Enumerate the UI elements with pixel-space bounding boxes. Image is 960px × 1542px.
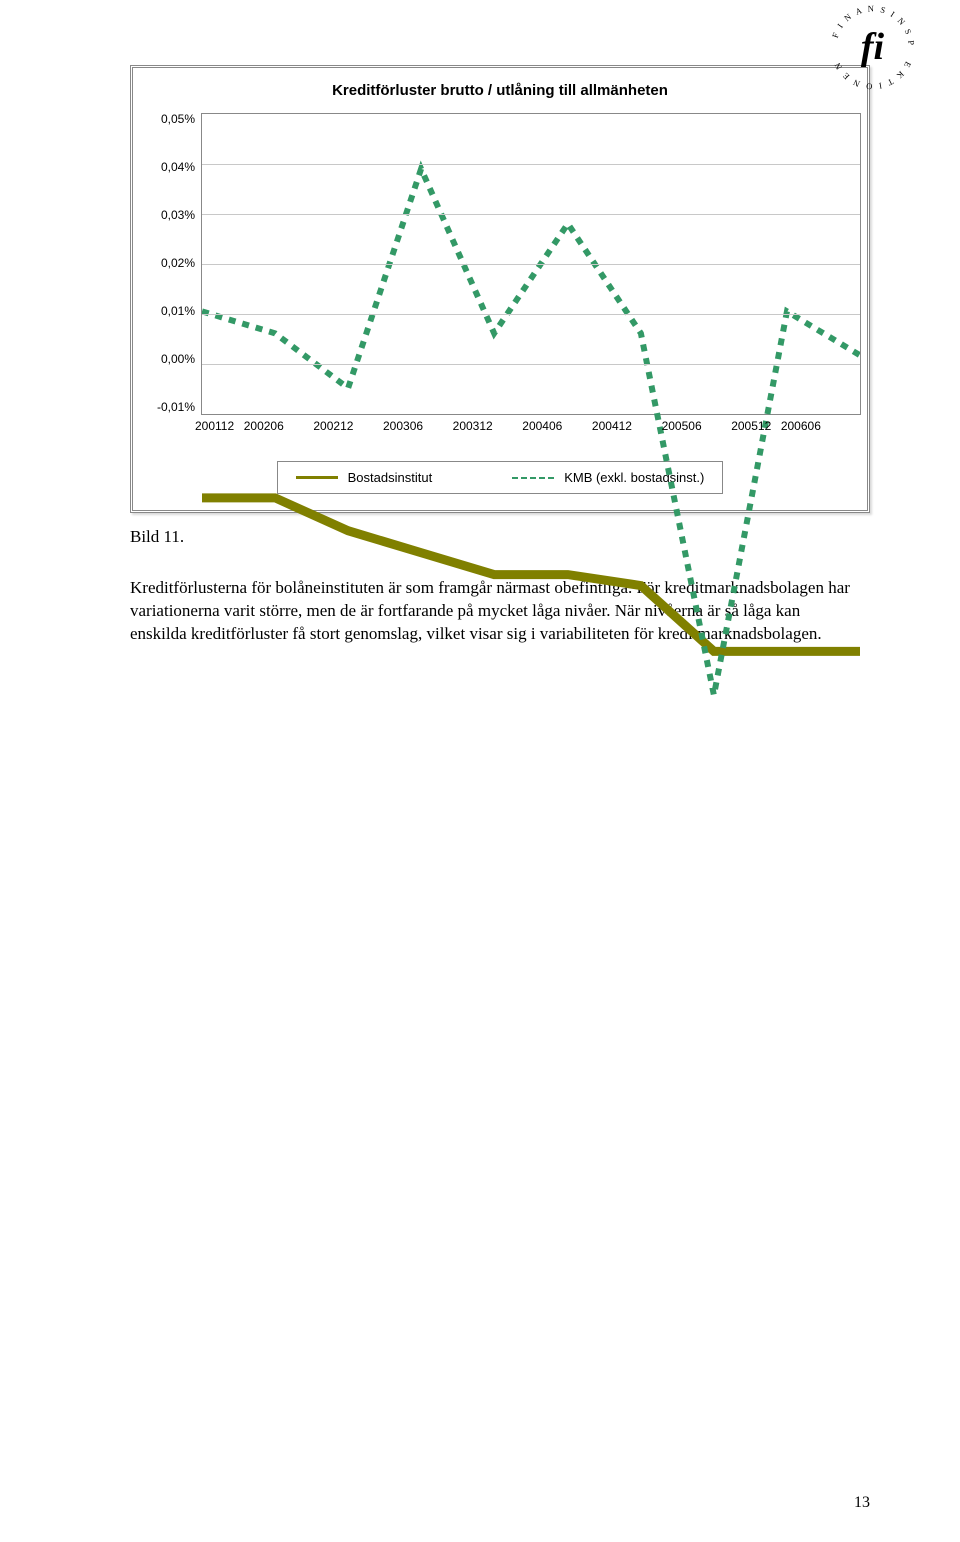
gridline bbox=[202, 364, 860, 365]
page-number: 13 bbox=[854, 1494, 870, 1512]
gridline bbox=[202, 314, 860, 315]
y-tick-label: 0,02% bbox=[161, 257, 195, 269]
page: F I N A N S I N S P E K T I O N E N fi K… bbox=[0, 0, 960, 1542]
logo-glyph: fi bbox=[861, 26, 885, 68]
logo-svg: F I N A N S I N S P E K T I O N E N fi bbox=[825, 0, 920, 95]
x-tick-label: 200606 bbox=[781, 419, 821, 433]
y-tick-label: 0,04% bbox=[161, 161, 195, 173]
gridline bbox=[202, 164, 860, 165]
y-tick-label: 0,03% bbox=[161, 209, 195, 221]
x-tick-label: 200406 bbox=[522, 419, 562, 433]
plot-row: 0,05% 0,04% 0,03% 0,02% 0,01% 0,00% -0,01% bbox=[139, 113, 861, 415]
x-tick-label: 200212 bbox=[313, 419, 353, 433]
y-tick-label: 0,01% bbox=[161, 305, 195, 317]
series-line bbox=[202, 498, 860, 652]
x-tick-label: 200512 bbox=[731, 419, 771, 433]
y-axis-labels: 0,05% 0,04% 0,03% 0,02% 0,01% 0,00% -0,01% bbox=[139, 113, 201, 413]
chart-series bbox=[202, 114, 860, 772]
gridline bbox=[202, 214, 860, 215]
y-tick-label: 0,00% bbox=[161, 353, 195, 365]
x-tick-label: 200412 bbox=[592, 419, 632, 433]
y-tick-label: 0,05% bbox=[161, 113, 195, 125]
gridline bbox=[202, 264, 860, 265]
plot-area bbox=[201, 113, 861, 415]
chart-container: Kreditförluster brutto / utlåning till a… bbox=[130, 65, 870, 513]
y-tick-label: -0,01% bbox=[157, 401, 195, 413]
x-tick-label: 200206 bbox=[244, 419, 284, 433]
chart-title: Kreditförluster brutto / utlåning till a… bbox=[139, 82, 861, 99]
x-tick-label: 200312 bbox=[453, 419, 493, 433]
x-tick-label: 200506 bbox=[662, 419, 702, 433]
x-tick-label: 200306 bbox=[383, 419, 423, 433]
logo-finansinspektionen: F I N A N S I N S P E K T I O N E N fi bbox=[825, 0, 920, 100]
